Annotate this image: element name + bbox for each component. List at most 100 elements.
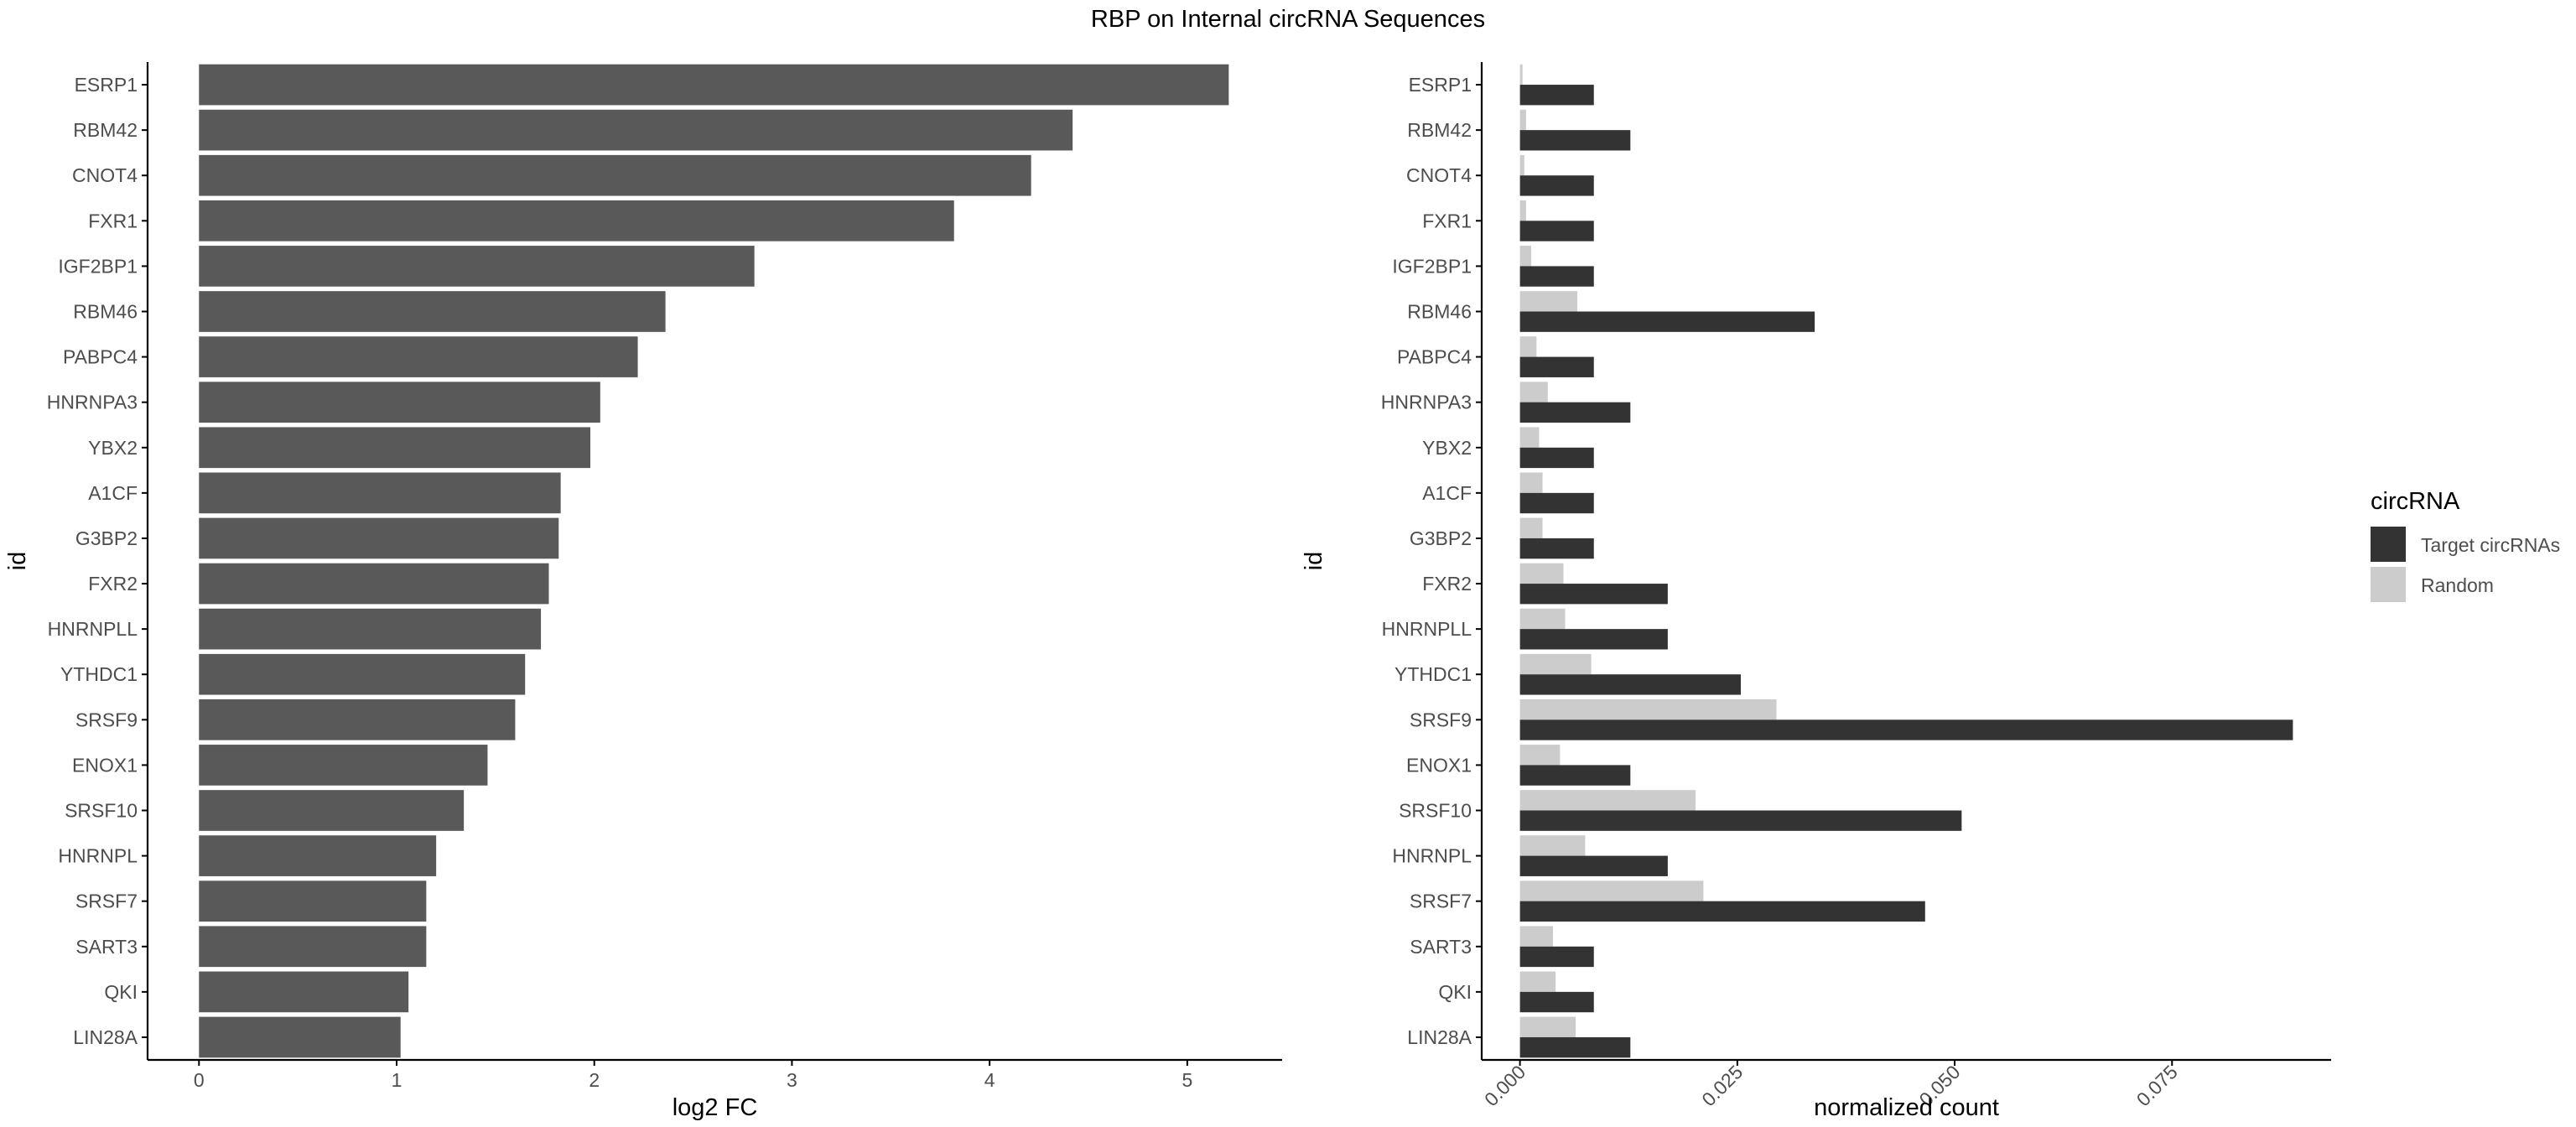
bar-target-circrnas-srsf9 bbox=[1519, 719, 2293, 740]
left-panel-log2fc: ESRP1 RBM42 CNOT4 FXR1 IGF2BP1 RBM46 PABPC4 HNR… bbox=[4, 62, 1282, 1121]
xtick-label-2: 2 bbox=[589, 1069, 600, 1091]
ytick-label-enox1: ENOX1 bbox=[72, 754, 138, 776]
y-axis-title: id bbox=[1301, 552, 1327, 571]
bar-random-pabpc4 bbox=[1519, 336, 1537, 357]
legend-swatch-random bbox=[2371, 567, 2406, 602]
ytick-label-hnrnpl: HNRNPL bbox=[58, 845, 138, 867]
bar-sart3 bbox=[199, 926, 427, 968]
ytick-label-g3bp2: G3BP2 bbox=[75, 527, 138, 549]
legend-label-target: Target circRNAs bbox=[2421, 534, 2560, 556]
bar-qki bbox=[199, 971, 409, 1013]
bar-random-fxr1 bbox=[1519, 200, 1526, 221]
ytick-label-lin28a: LIN28A bbox=[1407, 1026, 1472, 1048]
bar-random-rbm46 bbox=[1519, 291, 1578, 312]
bar-random-lin28a bbox=[1519, 1016, 1576, 1037]
ytick-label-pabpc4: PABPC4 bbox=[63, 346, 138, 368]
ytick-label-sart3: SART3 bbox=[1410, 936, 1472, 958]
bar-cnot4 bbox=[199, 154, 1031, 196]
bar-target-circrnas-enox1 bbox=[1519, 765, 1631, 786]
ytick-label-fxr1: FXR1 bbox=[88, 210, 138, 231]
legend-swatch-target bbox=[2371, 527, 2406, 562]
bar-random-cnot4 bbox=[1519, 154, 1524, 176]
ytick-label-qki: QKI bbox=[104, 981, 138, 1003]
xtick-label-4: 4 bbox=[984, 1069, 995, 1091]
bar-target-circrnas-esrp1 bbox=[1519, 85, 1594, 106]
ytick-label-ythdc1: YTHDC1 bbox=[1394, 663, 1472, 685]
bar-target-circrnas-qki bbox=[1519, 991, 1594, 1013]
bar-target-circrnas-cnot4 bbox=[1519, 175, 1594, 196]
ytick-label-igf2bp1: IGF2BP1 bbox=[58, 255, 138, 277]
bar-random-qki bbox=[1519, 971, 1556, 992]
ytick-label-g3bp2: G3BP2 bbox=[1410, 527, 1472, 549]
ytick-label-rbm42: RBM42 bbox=[1407, 119, 1472, 141]
bar-hnrnpa3 bbox=[199, 382, 600, 423]
bar-random-a1cf bbox=[1519, 472, 1543, 493]
bar-hnrnpl bbox=[199, 835, 437, 876]
bar-igf2bp1 bbox=[199, 246, 755, 287]
bar-target-circrnas-rbm46 bbox=[1519, 311, 1815, 332]
ytick-label-esrp1: ESRP1 bbox=[75, 74, 138, 96]
xtick-label-3: 0.075 bbox=[2132, 1061, 2182, 1110]
bar-random-rbm42 bbox=[1519, 109, 1526, 131]
bar-srsf7 bbox=[199, 880, 427, 922]
bar-target-circrnas-fxr1 bbox=[1519, 221, 1594, 242]
right-panel-normalized-count: ESRP1 RBM42 CNOT4 FXR1 IGF2BP1 RBM46 PABPC4 HNR… bbox=[1301, 62, 2331, 1121]
bar-target-circrnas-hnrnpa3 bbox=[1519, 402, 1631, 423]
ytick-label-lin28a: LIN28A bbox=[73, 1026, 138, 1048]
xtick-label-0: 0.000 bbox=[1480, 1061, 1530, 1110]
bar-target-circrnas-hnrnpll bbox=[1519, 629, 1668, 650]
bar-a1cf bbox=[199, 472, 561, 514]
bar-random-g3bp2 bbox=[1519, 517, 1543, 538]
bar-ythdc1 bbox=[199, 653, 526, 695]
bar-ybx2 bbox=[199, 427, 591, 469]
bar-lin28a bbox=[199, 1016, 401, 1058]
bar-rbm42 bbox=[199, 109, 1073, 151]
bar-pabpc4 bbox=[199, 336, 638, 377]
ytick-label-srsf10: SRSF10 bbox=[1399, 800, 1472, 822]
ytick-label-hnrnpl: HNRNPL bbox=[1392, 845, 1472, 867]
bar-target-circrnas-lin28a bbox=[1519, 1036, 1631, 1058]
ytick-label-srsf7: SRSF7 bbox=[1410, 891, 1472, 912]
ytick-label-fxr2: FXR2 bbox=[1422, 573, 1472, 595]
ytick-label-srsf9: SRSF9 bbox=[1410, 709, 1472, 730]
bar-target-circrnas-fxr2 bbox=[1519, 584, 1668, 605]
bar-g3bp2 bbox=[199, 517, 559, 559]
ytick-label-cnot4: CNOT4 bbox=[1406, 164, 1472, 186]
bar-random-esrp1 bbox=[1519, 64, 1523, 86]
ytick-label-igf2bp1: IGF2BP1 bbox=[1392, 255, 1472, 277]
ytick-label-enox1: ENOX1 bbox=[1406, 754, 1472, 776]
bar-random-hnrnpll bbox=[1519, 608, 1566, 630]
bar-target-circrnas-sart3 bbox=[1519, 946, 1594, 968]
xtick-label-1: 1 bbox=[392, 1069, 402, 1091]
bar-random-srsf7 bbox=[1519, 880, 1704, 901]
bar-enox1 bbox=[199, 745, 488, 786]
bar-srsf10 bbox=[199, 790, 465, 831]
bar-target-circrnas-srsf7 bbox=[1519, 901, 1925, 922]
xtick-label-3: 3 bbox=[787, 1069, 797, 1091]
x-axis-title: normalized count bbox=[1814, 1094, 1999, 1121]
bar-hnrnpll bbox=[199, 608, 542, 650]
ytick-label-rbm42: RBM42 bbox=[73, 119, 138, 141]
xtick-label-1: 0.025 bbox=[1697, 1061, 1747, 1110]
ytick-label-hnrnpll: HNRNPLL bbox=[48, 618, 138, 640]
bar-random-sart3 bbox=[1519, 926, 1554, 947]
bar-random-enox1 bbox=[1519, 745, 1561, 766]
ytick-label-ybx2: YBX2 bbox=[1422, 437, 1472, 459]
bar-srsf9 bbox=[199, 699, 516, 740]
ytick-label-sart3: SART3 bbox=[75, 936, 138, 958]
bar-target-circrnas-hnrnpl bbox=[1519, 855, 1668, 876]
bar-esrp1 bbox=[199, 64, 1229, 106]
ytick-label-esrp1: ESRP1 bbox=[1409, 74, 1472, 96]
xtick-label-0: 0 bbox=[194, 1069, 205, 1091]
bar-target-circrnas-ybx2 bbox=[1519, 447, 1594, 469]
figure-title: RBP on Internal circRNA Sequences bbox=[1091, 6, 1485, 33]
bar-random-ybx2 bbox=[1519, 427, 1540, 448]
ytick-label-fxr1: FXR1 bbox=[1422, 210, 1472, 231]
ytick-label-srsf7: SRSF7 bbox=[75, 891, 138, 912]
ytick-label-rbm46: RBM46 bbox=[1407, 301, 1472, 323]
ytick-label-qki: QKI bbox=[1438, 981, 1472, 1003]
bar-target-circrnas-ythdc1 bbox=[1519, 674, 1741, 695]
bar-target-circrnas-pabpc4 bbox=[1519, 356, 1594, 377]
bar-rbm46 bbox=[199, 291, 666, 332]
